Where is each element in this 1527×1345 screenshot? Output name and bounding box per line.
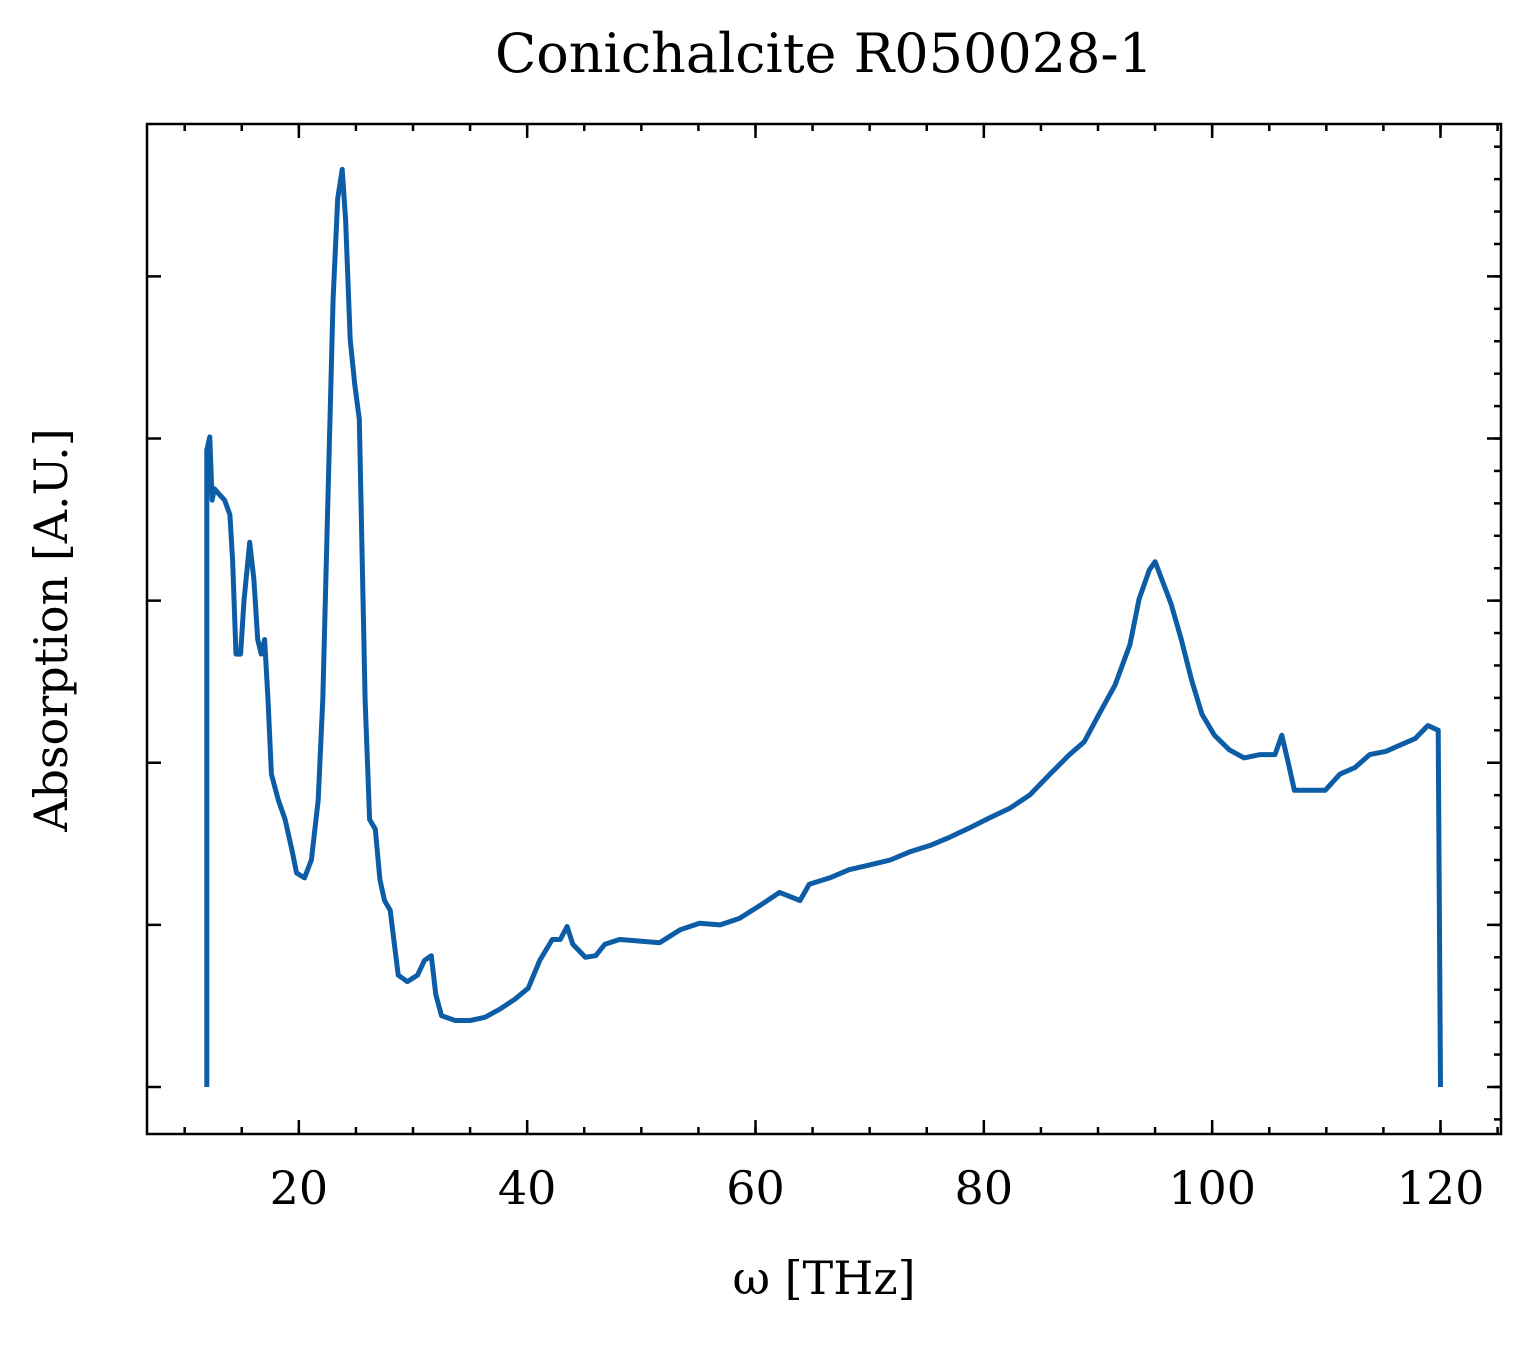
x-tick-label: 40 — [498, 1161, 557, 1215]
y-axis-label: Absorption [A.U.] — [24, 428, 78, 832]
x-tick-label: 120 — [1397, 1161, 1485, 1215]
chart-title: Conichalcite R050028-1 — [495, 22, 1153, 85]
x-tick-label: 20 — [270, 1161, 329, 1215]
x-axis-label: ω [THz] — [732, 1251, 915, 1305]
x-tick-label: 100 — [1168, 1161, 1256, 1215]
x-tick-label: 60 — [726, 1161, 785, 1215]
x-tick-label: 80 — [955, 1161, 1014, 1215]
spectrum-line — [204, 166, 1443, 1088]
plot-frame — [145, 122, 1503, 1136]
